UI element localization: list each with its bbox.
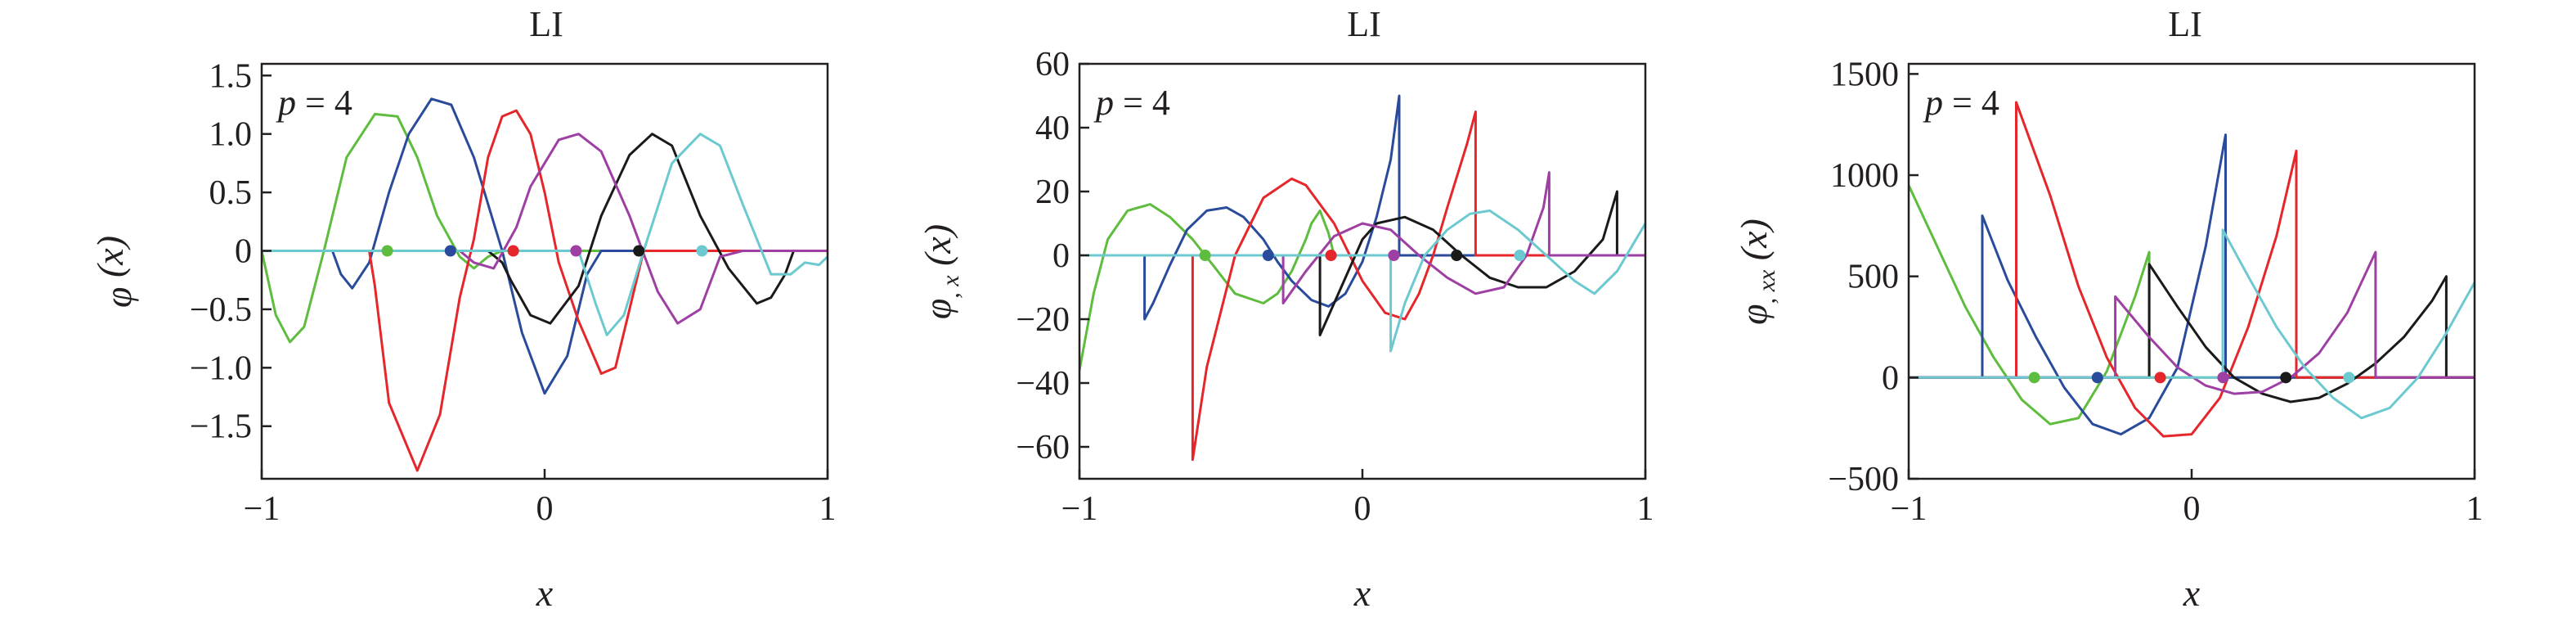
- series-line-green: [262, 112, 828, 344]
- node-marker-red: [1325, 250, 1337, 261]
- series-line-blue: [1079, 94, 1645, 321]
- node-markers: [2028, 372, 2355, 384]
- y-tick-label: 40: [1035, 110, 1070, 147]
- y-ticks: −500 0 500 1000 1500: [1828, 56, 1919, 498]
- y-axis-label: φ (x): [89, 236, 139, 308]
- node-marker-purple: [2217, 372, 2229, 384]
- series-line-purple: [262, 133, 828, 325]
- p-annotation: p = 4: [1923, 83, 1999, 123]
- x-axis-label: x: [536, 572, 554, 614]
- node-markers: [381, 245, 708, 257]
- node-marker-blue: [1262, 250, 1274, 261]
- series-line-cyan: [262, 133, 828, 336]
- series-lines: [262, 97, 828, 472]
- y-tick-label: 60: [1035, 46, 1070, 83]
- chart-panel-phi-x: LI −1 0 1 −60 −40 −20 0 20 40 60 p = 4 x φ, x (x…: [917, 4, 1654, 614]
- y-tick-label: −1.0: [190, 349, 252, 387]
- series-line-cyan: [1079, 209, 1645, 353]
- chart-title: LI: [529, 4, 563, 44]
- y-ticks: −60 −40 −20 0 20 40 60: [1016, 46, 1089, 466]
- p-annotation: p = 4: [276, 83, 352, 123]
- node-marker-green: [2028, 372, 2040, 384]
- node-marker-black: [2280, 372, 2292, 384]
- node-marker-green: [1199, 250, 1211, 261]
- series-line-purple: [1079, 171, 1645, 304]
- node-marker-red: [2154, 372, 2166, 384]
- x-axis-label: x: [1353, 572, 1371, 614]
- x-tick-label: 0: [536, 490, 554, 528]
- series-line-green: [1079, 203, 1645, 371]
- y-tick-label: 500: [1847, 259, 1899, 296]
- p-annotation: p = 4: [1093, 83, 1170, 123]
- chart-panel-phi-xx: LI −1 0 1 −500 0 500 1000 1500 p = 4 x φ, xx (…: [1733, 4, 2484, 614]
- y-tick-label: −1.5: [190, 408, 252, 446]
- node-marker-red: [507, 245, 519, 257]
- series-line-blue: [1909, 133, 2475, 436]
- y-tick-label: −60: [1016, 429, 1070, 466]
- y-tick-label: 1.5: [209, 57, 253, 95]
- x-tick-label: 1: [819, 490, 837, 528]
- x-tick-label: 0: [2183, 490, 2201, 528]
- series-line-black: [1909, 263, 2475, 403]
- x-ticks: −1 0 1: [1061, 469, 1654, 528]
- plot-frame: [1907, 62, 2476, 480]
- x-tick-label: 0: [1354, 490, 1371, 528]
- y-tick-label: 20: [1035, 174, 1070, 211]
- series-line-black: [262, 133, 828, 325]
- series-lines: [1909, 101, 2475, 438]
- chart-title: LI: [1347, 4, 1381, 44]
- node-marker-cyan: [1514, 250, 1526, 261]
- node-marker-purple: [570, 245, 582, 257]
- x-tick-label: −1: [1061, 490, 1098, 528]
- x-ticks: −1 0 1: [244, 469, 837, 528]
- plot-area: [1909, 101, 2475, 438]
- series-line-black: [1079, 190, 1645, 336]
- y-axis-label: φ, x (x): [917, 224, 964, 319]
- y-tick-label: −20: [1016, 301, 1070, 339]
- plot-frame: [1078, 62, 1647, 480]
- x-tick-label: 1: [2466, 490, 2484, 528]
- node-marker-black: [633, 245, 645, 257]
- node-markers: [1199, 250, 1526, 261]
- node-marker-blue: [444, 245, 456, 257]
- x-axis-label: x: [2183, 572, 2201, 614]
- y-tick-label: −0.5: [190, 291, 252, 329]
- y-tick-label: 1.0: [209, 116, 253, 154]
- node-marker-cyan: [696, 245, 708, 257]
- x-tick-label: −1: [1891, 490, 1928, 528]
- y-tick-label: 1000: [1830, 157, 1899, 195]
- series-lines: [1079, 94, 1645, 462]
- y-axis-label: φ, xx (x): [1733, 219, 1780, 325]
- series-line-blue: [262, 97, 828, 395]
- series-line-cyan: [1909, 228, 2475, 420]
- x-tick-label: −1: [244, 490, 280, 528]
- y-ticks: −1.5 −1.0 −0.5 0 0.5 1.0 1.5: [190, 57, 272, 446]
- x-ticks: −1 0 1: [1891, 469, 2484, 528]
- y-tick-label: 0: [1882, 359, 1899, 397]
- node-marker-green: [381, 245, 393, 257]
- y-tick-label: 0: [235, 233, 252, 271]
- y-tick-label: −40: [1016, 365, 1070, 403]
- plot-area: [262, 97, 828, 472]
- y-tick-label: 0: [1052, 237, 1070, 275]
- node-marker-purple: [1388, 250, 1400, 261]
- node-marker-cyan: [2343, 372, 2355, 384]
- y-tick-label: 1500: [1830, 56, 1899, 93]
- y-tick-label: −500: [1828, 461, 1899, 498]
- series-line-red: [262, 109, 828, 472]
- plot-frame: [260, 62, 829, 480]
- x-tick-label: 1: [1637, 490, 1654, 528]
- node-marker-blue: [2091, 372, 2103, 384]
- y-tick-label: 0.5: [209, 174, 253, 212]
- series-line-red: [1909, 101, 2475, 438]
- node-marker-black: [1451, 250, 1463, 261]
- series-line-purple: [1909, 250, 2475, 395]
- chart-panel-phi: LI −1 0 1 −1.5 −1.0 −0.5 0 0.5 1.0 1.5 p = 4 x φ…: [89, 4, 837, 614]
- chart-title: LI: [2168, 4, 2202, 44]
- series-line-red: [1079, 110, 1645, 462]
- plot-area: [1079, 94, 1645, 462]
